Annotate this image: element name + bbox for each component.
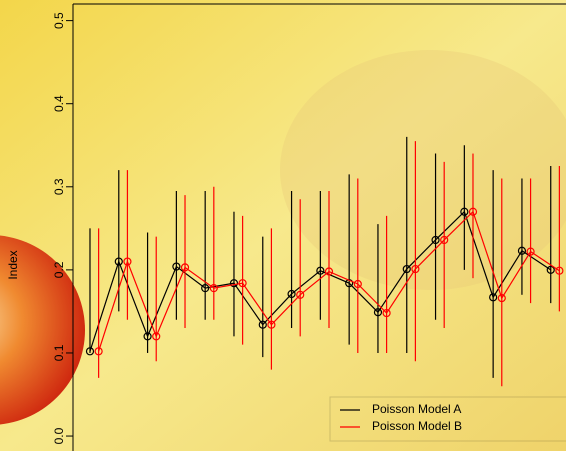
- point: [526, 247, 535, 256]
- point: [324, 267, 334, 276]
- y-axis-label: Index: [6, 250, 20, 279]
- point: [497, 294, 506, 303]
- point: [411, 264, 420, 274]
- point: [460, 207, 469, 216]
- point: [85, 347, 95, 356]
- point: [180, 263, 190, 272]
- point: [201, 284, 210, 293]
- point: [431, 235, 440, 245]
- point: [238, 279, 247, 288]
- point: [468, 207, 478, 216]
- point: [353, 279, 362, 289]
- point: [287, 289, 296, 299]
- point: [143, 332, 152, 341]
- point: [555, 266, 564, 275]
- point: [267, 320, 276, 329]
- legend-label: Poisson Model B: [372, 419, 462, 433]
- point: [546, 265, 555, 274]
- y-tick-label: 0.0: [52, 427, 66, 444]
- point: [258, 320, 267, 329]
- background-ball: [0, 235, 85, 425]
- point: [402, 264, 411, 274]
- point: [94, 347, 103, 356]
- point: [382, 308, 391, 318]
- point: [123, 257, 132, 266]
- point: [373, 308, 383, 317]
- y-tick-label: 0.5: [52, 12, 66, 29]
- point: [209, 284, 218, 293]
- background-shape: [280, 50, 566, 290]
- point: [517, 246, 527, 255]
- point: [229, 279, 239, 288]
- legend-box: [329, 396, 566, 442]
- point: [316, 266, 325, 275]
- y-tick-label: 0.1: [52, 344, 66, 361]
- point: [489, 293, 498, 302]
- point: [152, 332, 161, 341]
- point: [172, 262, 181, 271]
- series-line: [98, 210, 560, 352]
- y-tick-label: 0.3: [52, 178, 66, 195]
- legend-label: Poisson Model A: [372, 402, 461, 416]
- y-tick-label: 0.2: [52, 261, 66, 278]
- point: [296, 290, 305, 299]
- y-tick-label: 0.4: [52, 95, 66, 112]
- series-line: [89, 210, 552, 352]
- point: [114, 257, 123, 266]
- point: [440, 235, 449, 245]
